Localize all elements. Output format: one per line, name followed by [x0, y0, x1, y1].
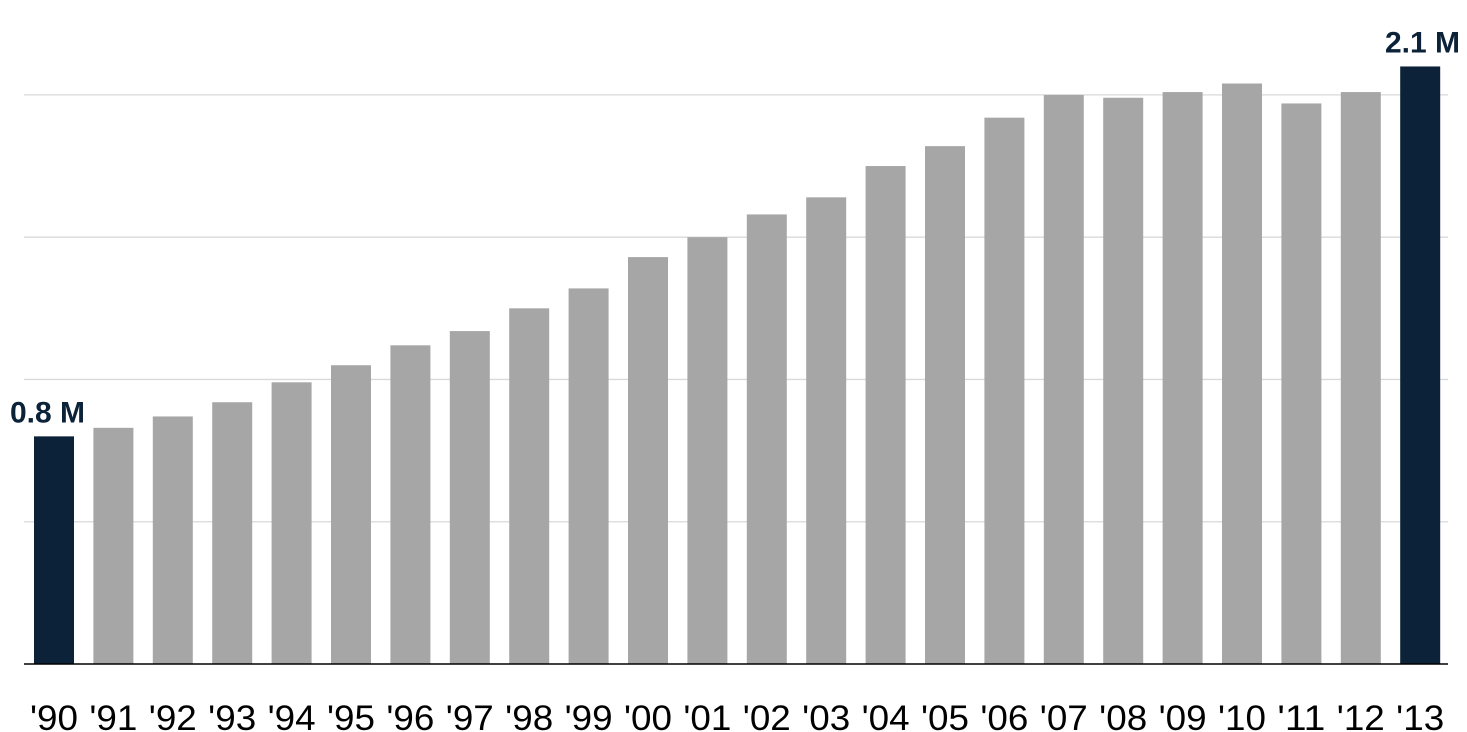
x-tick-label: '12	[1337, 699, 1385, 732]
bar-13	[1400, 66, 1441, 665]
bar-94	[271, 382, 312, 664]
bar-03	[806, 197, 847, 664]
x-tick-label: '10	[1218, 699, 1266, 732]
bar-00	[628, 257, 668, 664]
bar-05	[925, 146, 965, 665]
x-tick-label: '07	[1040, 699, 1088, 732]
x-tick-label: '92	[149, 699, 197, 732]
bar-12	[1340, 92, 1381, 664]
bar-09	[1162, 92, 1203, 664]
x-tick-label: '13	[1396, 699, 1444, 732]
x-tick-label: '96	[386, 699, 434, 732]
x-tick-label: '09	[1159, 699, 1207, 732]
x-tick-label: '03	[802, 699, 850, 732]
x-tick-label: '99	[565, 699, 613, 732]
bar-01	[687, 237, 728, 664]
gridlines	[24, 94, 1448, 523]
x-tick-labels: '90 '91 '92 '93 '94 '95 '96 '97 '98 '99 '00 '01 '02 '…	[30, 699, 1444, 732]
x-tick-label: '98	[505, 699, 553, 732]
bar-90	[34, 436, 74, 664]
x-tick-label: '94	[268, 699, 316, 732]
x-tick-label: '11	[1277, 699, 1325, 732]
bar-06	[984, 117, 1025, 664]
bar-98	[509, 308, 550, 664]
bar-11	[1281, 103, 1322, 665]
data-labels: 0.8 M 2.1 M	[10, 26, 1460, 429]
bar-93	[212, 402, 253, 664]
x-tick-label: '06	[980, 699, 1028, 732]
bar-10	[1222, 83, 1262, 664]
bar-96	[390, 345, 431, 664]
x-tick-label: '08	[1099, 699, 1147, 732]
bar-95	[331, 365, 371, 664]
x-tick-label: '04	[862, 699, 910, 732]
x-tick-label: '95	[327, 699, 375, 732]
x-tick-label: '02	[743, 699, 791, 732]
bar-02	[746, 214, 787, 664]
x-tick-label: '00	[624, 699, 672, 732]
x-tick-label: '93	[208, 699, 256, 732]
bar-97	[449, 331, 490, 664]
bar-91	[93, 427, 134, 664]
bar-08	[1103, 97, 1144, 665]
bars	[34, 66, 1441, 665]
x-tick-label: '91	[89, 699, 137, 732]
data-label: 2.1 M	[1385, 26, 1460, 59]
x-tick-label: '97	[446, 699, 494, 732]
x-tick-label: '05	[921, 699, 969, 732]
bar-04	[865, 166, 906, 664]
bar-92	[152, 416, 193, 664]
data-label: 0.8 M	[10, 396, 85, 429]
x-tick-label: '01	[683, 699, 731, 732]
bar-99	[568, 288, 609, 664]
x-tick-label: '90	[30, 699, 78, 732]
bar-07	[1043, 94, 1084, 665]
